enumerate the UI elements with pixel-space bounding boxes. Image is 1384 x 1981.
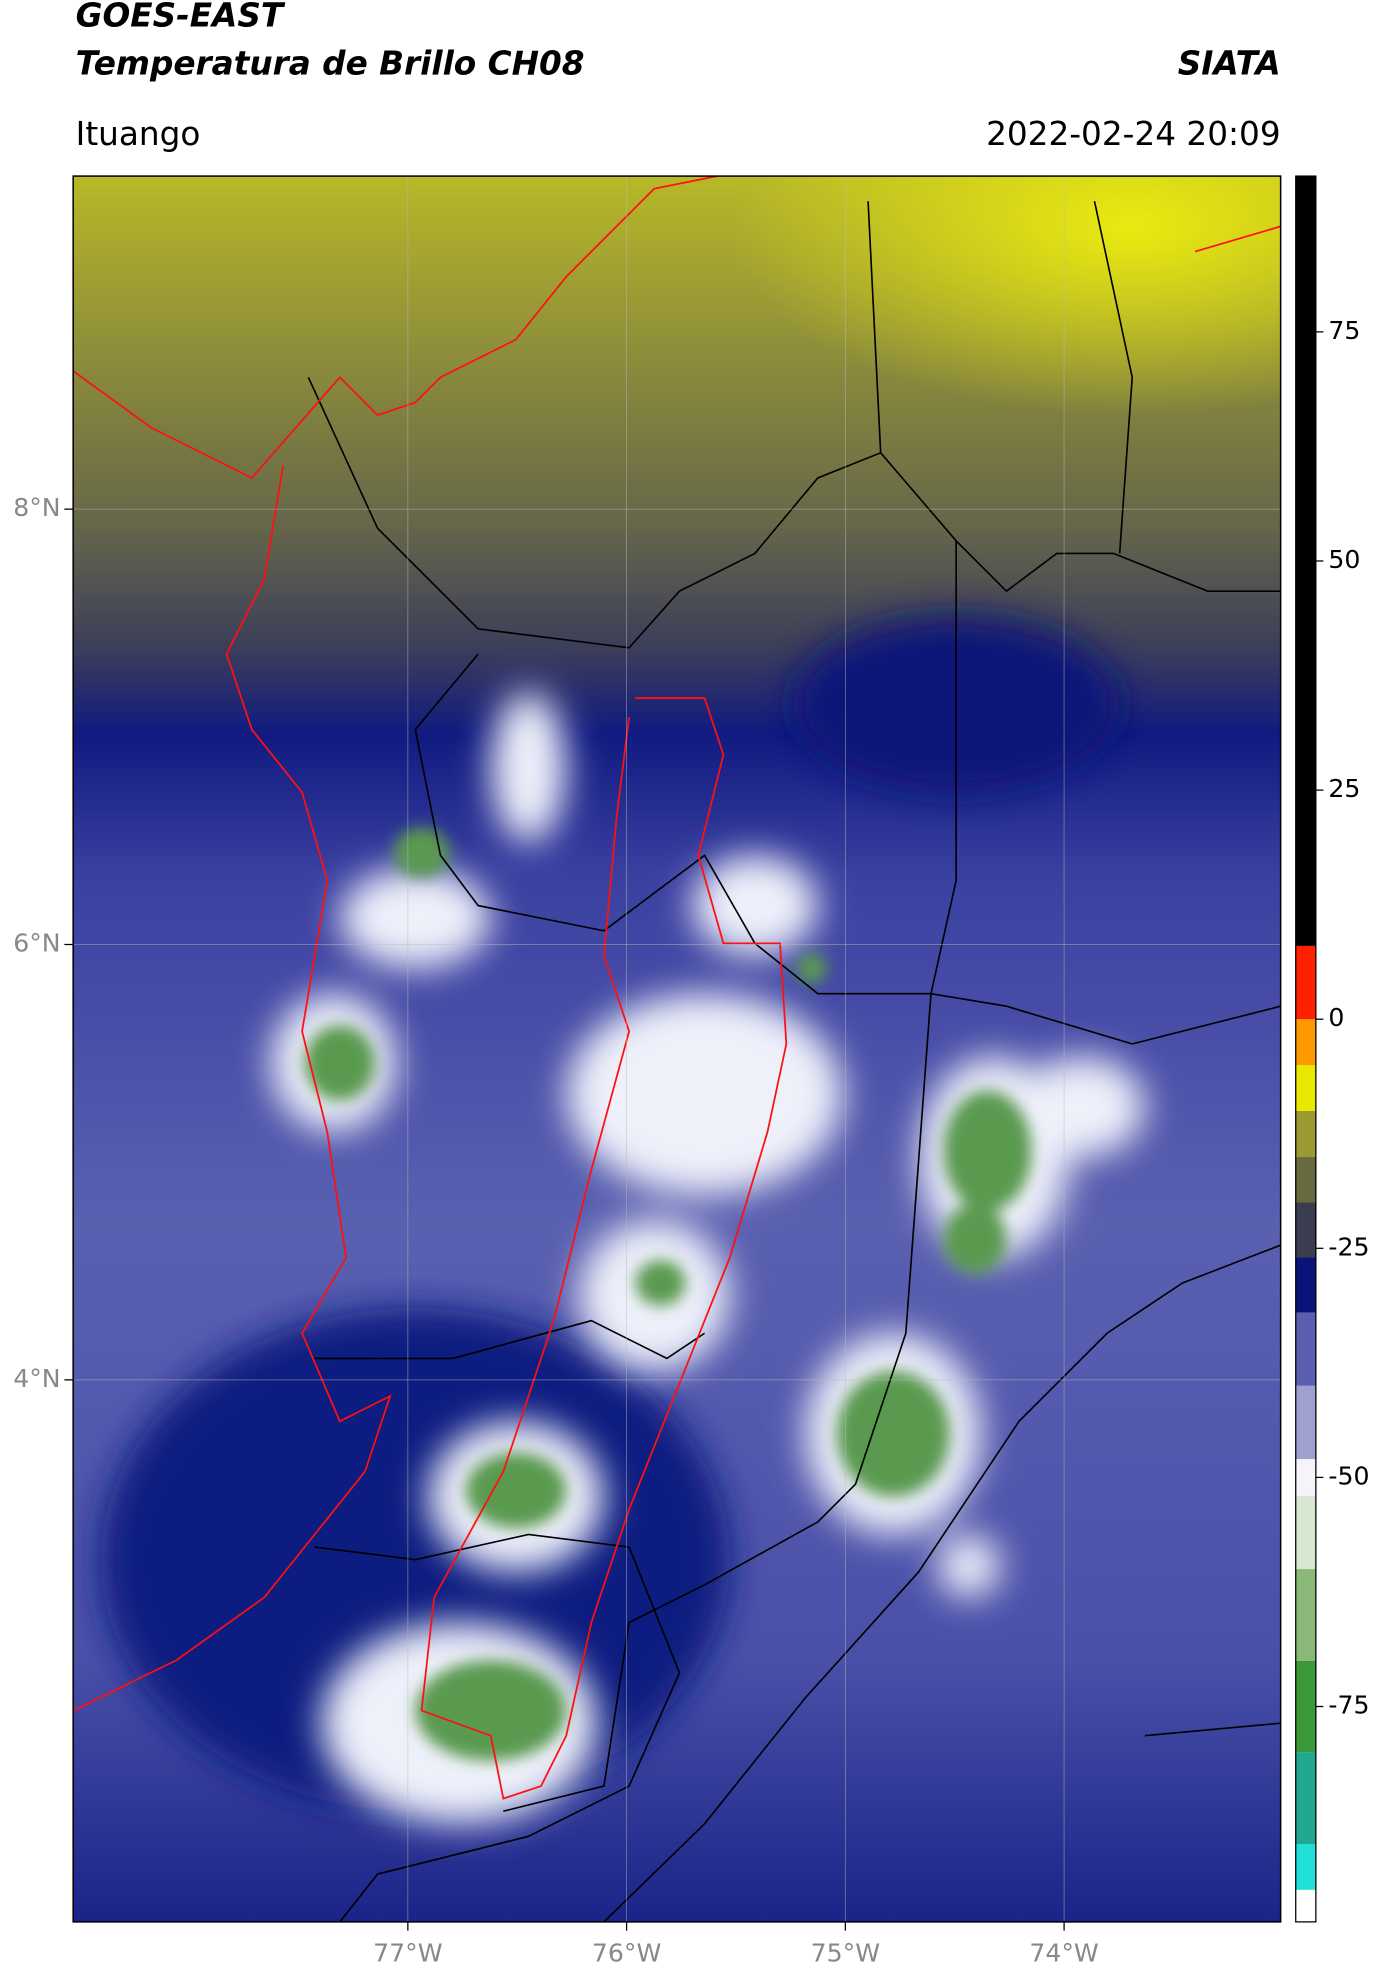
colorbar-segment — [1295, 1202, 1316, 1258]
x-tick-label: 77°W — [373, 1939, 443, 1968]
timestamp: 2022-02-24 20:09 — [986, 115, 1281, 153]
colorbar-segment — [1295, 176, 1316, 946]
colorbar-tick-label: -75 — [1328, 1691, 1369, 1720]
x-tick-label: 76°W — [592, 1939, 662, 1968]
colorbar-frame — [1295, 175, 1317, 1923]
location: Ituango — [76, 115, 201, 153]
colorbar-segment — [1295, 1660, 1316, 1753]
colorbar-segment — [1295, 1752, 1316, 1844]
colorbar-segment — [1295, 1312, 1316, 1386]
map-image — [73, 176, 1281, 1922]
map-frame — [72, 175, 1282, 1923]
source: SIATA — [1178, 44, 1281, 82]
colorbar-segment — [1295, 945, 1316, 1020]
subtitle: Temperatura de Brillo CH08 — [76, 44, 585, 82]
colorbar-tick-label: -25 — [1328, 1232, 1369, 1261]
title: GOES-EAST — [76, 0, 286, 35]
colorbar-segment — [1295, 1569, 1316, 1661]
colorbar-segment — [1295, 1110, 1316, 1157]
x-tick-label: 74°W — [1029, 1939, 1099, 1968]
y-tick-label: 8°N — [13, 493, 60, 522]
y-tick-label: 4°N — [13, 1364, 60, 1393]
colorbar-segment — [1295, 1843, 1316, 1890]
graticule — [73, 176, 1281, 1922]
colorbar — [1295, 176, 1316, 1922]
colorbar-segment — [1295, 1257, 1316, 1313]
colorbar-segment — [1295, 1385, 1316, 1460]
colorbar-tick-label: -50 — [1328, 1461, 1369, 1490]
colorbar-segment — [1295, 1459, 1316, 1496]
colorbar-segment — [1295, 1156, 1316, 1203]
y-tick-label: 6°N — [13, 929, 60, 958]
colorbar-segment — [1295, 1065, 1316, 1111]
colorbar-segment — [1295, 1019, 1316, 1066]
colorbar-tick-label: 25 — [1328, 774, 1360, 803]
x-tick-label: 75°W — [811, 1939, 881, 1968]
colorbar-tick-label: 0 — [1328, 1003, 1344, 1032]
colorbar-segment — [1295, 1889, 1316, 1922]
colorbar-segment — [1295, 1495, 1316, 1570]
colorbar-tick-label: 50 — [1328, 545, 1360, 574]
colorbar-tick-label: 75 — [1328, 316, 1360, 345]
